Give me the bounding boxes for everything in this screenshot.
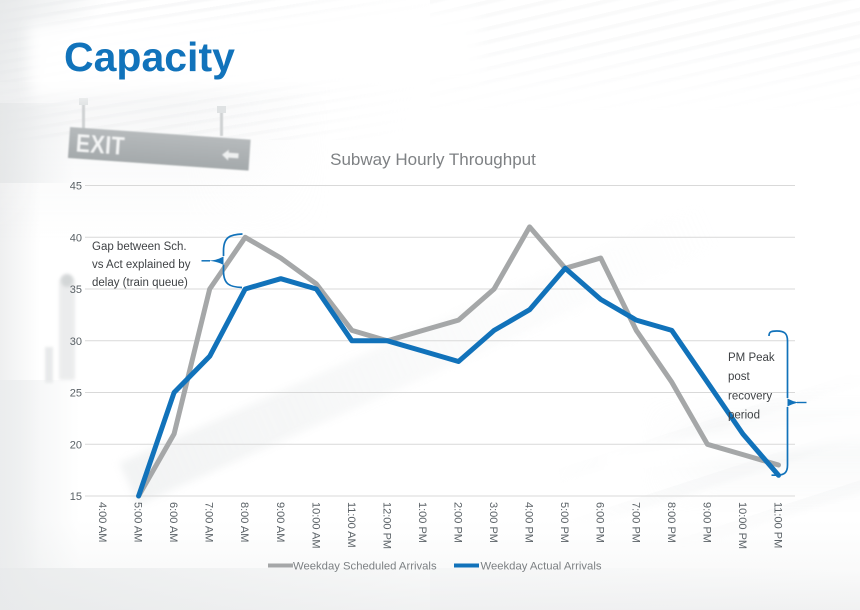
svg-text:4:00 PM: 4:00 PM [523, 502, 535, 543]
svg-text:12:00 PM: 12:00 PM [380, 502, 392, 549]
svg-text:8:00 PM: 8:00 PM [665, 502, 677, 543]
svg-text:25: 25 [70, 388, 82, 400]
svg-text:10:00 PM: 10:00 PM [736, 502, 748, 549]
svg-text:2:00 PM: 2:00 PM [452, 502, 464, 543]
svg-text:4:00 AM: 4:00 AM [96, 502, 108, 542]
svg-text:9:00 AM: 9:00 AM [274, 502, 286, 542]
svg-text:8:00 AM: 8:00 AM [238, 502, 250, 542]
svg-text:1:00 PM: 1:00 PM [416, 502, 428, 543]
svg-text:11:00 AM: 11:00 AM [345, 502, 357, 548]
svg-text:7:00 AM: 7:00 AM [203, 502, 215, 542]
svg-text:45: 45 [70, 181, 82, 193]
svg-text:Weekday Actual Arrivals: Weekday Actual Arrivals [481, 561, 602, 573]
svg-text:delay (train queue): delay (train queue) [92, 277, 188, 289]
svg-text:recovery: recovery [728, 391, 772, 403]
svg-text:6:00 AM: 6:00 AM [167, 502, 179, 542]
svg-text:6:00 PM: 6:00 PM [594, 502, 606, 543]
svg-text:Weekday Scheduled Arrivals: Weekday Scheduled Arrivals [293, 561, 437, 573]
svg-text:20: 20 [70, 439, 82, 451]
svg-text:5:00 PM: 5:00 PM [558, 502, 570, 543]
svg-text:vs Act explained by: vs Act explained by [92, 259, 191, 271]
svg-text:40: 40 [70, 232, 82, 244]
svg-text:30: 30 [70, 336, 82, 348]
svg-text:15: 15 [70, 491, 82, 503]
svg-text:35: 35 [70, 284, 82, 296]
svg-text:PM Peak: PM Peak [728, 352, 775, 364]
svg-text:10:00 AM: 10:00 AM [309, 502, 321, 548]
svg-text:5:00 AM: 5:00 AM [132, 502, 144, 542]
svg-text:7:00 PM: 7:00 PM [629, 502, 641, 543]
svg-text:post: post [728, 371, 751, 383]
svg-text:period: period [728, 410, 760, 422]
svg-text:11:00 PM: 11:00 PM [772, 502, 784, 548]
svg-text:9:00 PM: 9:00 PM [700, 502, 712, 543]
svg-text:Subway Hourly Throughput: Subway Hourly Throughput [330, 150, 536, 169]
svg-text:3:00 PM: 3:00 PM [487, 502, 499, 543]
svg-text:Gap between Sch.: Gap between Sch. [92, 241, 187, 253]
